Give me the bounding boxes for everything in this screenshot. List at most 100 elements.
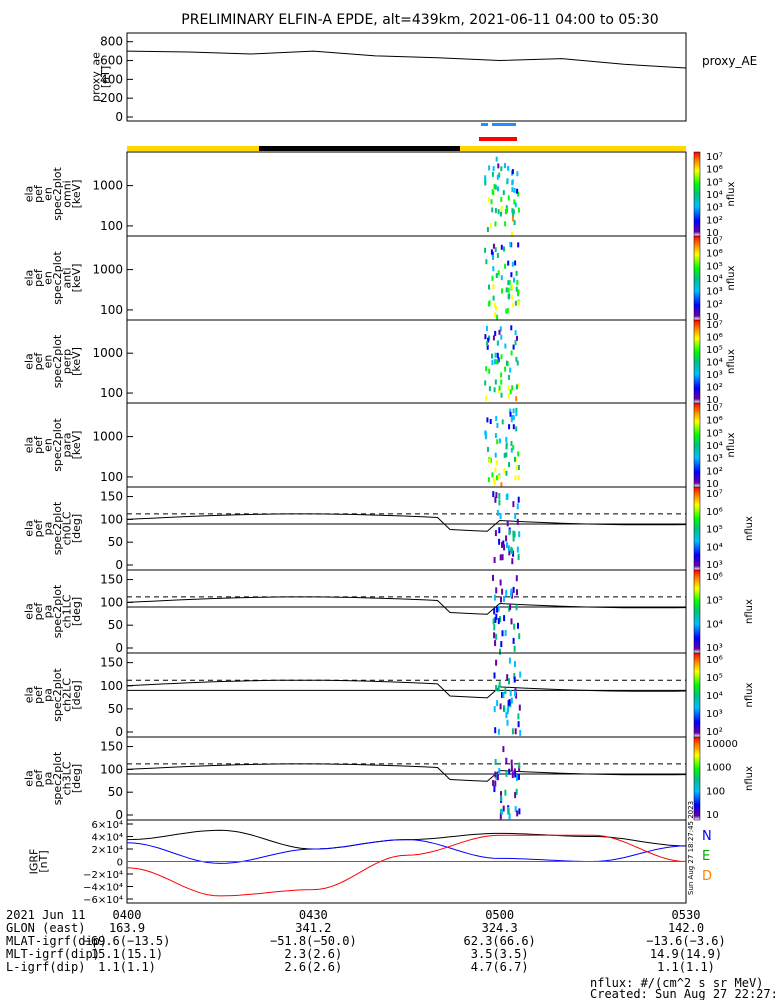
spectrum-cell — [502, 692, 505, 698]
spectrum-cell — [501, 588, 504, 595]
spectrum-cell — [517, 773, 520, 780]
colorbar — [693, 402, 701, 488]
spectrum-cell — [497, 618, 500, 625]
spectrum-cell — [515, 396, 518, 402]
y-tick-label: 100 — [100, 303, 123, 317]
spectrum-cell — [497, 728, 500, 735]
y-tick-label: 150 — [100, 573, 123, 587]
spectrum-cell — [500, 211, 502, 217]
spectrum-cell — [512, 216, 515, 222]
loss-cone-line — [126, 763, 687, 782]
energy-spectrum-cells — [484, 241, 520, 320]
spectrum-cell — [507, 808, 510, 815]
colorbar-tick-label: 10⁶ — [706, 572, 723, 583]
spectrum-cell — [511, 284, 514, 290]
spectrum-cell — [500, 205, 503, 211]
spectrum-cell — [518, 762, 521, 769]
spectrum-cell — [493, 632, 496, 639]
footer-value: 15.1(15.1) — [91, 947, 163, 961]
spectrum-cell — [510, 618, 513, 625]
colorbar-tick-label: 10⁶ — [706, 507, 723, 518]
y-axis-label-line: pef — [32, 352, 45, 371]
y-tick-label: 0 — [115, 808, 123, 822]
spectrum-cell — [493, 387, 496, 393]
spectrum-cell — [495, 684, 498, 691]
spectrum-cell — [505, 287, 508, 293]
spectrum-cell — [512, 415, 515, 421]
spectrum-cell — [517, 554, 520, 561]
spectrum-cell — [509, 367, 512, 373]
spectrum-cell — [494, 184, 497, 190]
colorbar-tick-label: 10000 — [706, 739, 738, 750]
spectrum-cell — [492, 478, 495, 484]
spectrum-cell — [497, 163, 500, 169]
y-tick-label: 100 — [100, 512, 123, 526]
spectrum-cell — [503, 246, 505, 252]
colorbar-tick-label: 10⁵ — [706, 673, 723, 684]
spectrum-cell — [502, 190, 505, 196]
spectrum-cell — [507, 700, 510, 707]
colorbar-label: nflux — [744, 682, 755, 707]
spectrum-cell — [496, 174, 499, 180]
y-axis-label-line: spec2plot — [51, 501, 64, 555]
spectrum-cell — [484, 434, 487, 440]
colorbar-tick-label: 10² — [706, 299, 723, 310]
spectrum-cell — [493, 672, 496, 679]
y-tick-label: 0 — [115, 641, 123, 655]
spectrum-cell — [491, 251, 494, 257]
epd-bar — [479, 137, 517, 141]
y-axis-label-line: ela — [22, 186, 35, 203]
spectrum-cell — [495, 305, 497, 311]
spectrum-cell — [507, 195, 510, 201]
proxy-ae-frame — [126, 32, 687, 122]
y-axis-label-line: ela — [22, 770, 35, 787]
colorbar-tick-label: 10³ — [706, 454, 723, 465]
spectrum-cell — [508, 374, 510, 380]
spectrum-cell — [498, 385, 501, 391]
y-axis-label-line: [deg] — [70, 597, 83, 626]
spectrum-cell — [494, 617, 497, 623]
spectrum-cell — [494, 208, 497, 214]
y-tick-label: 150 — [100, 490, 123, 504]
spectrum-cell — [511, 231, 513, 237]
colorbar-tick-label: 10³ — [706, 203, 723, 214]
spectrum-cell — [499, 813, 502, 820]
footer-row-label: MLAT-igrf(dip) — [6, 934, 107, 948]
y-axis-label-line: ch0LC — [60, 511, 73, 545]
colorbar-tick-label: 10⁵ — [706, 261, 723, 272]
y-axis-label-line: spec2plot — [51, 251, 64, 305]
spectrum-cell — [515, 411, 518, 417]
y-tick-label: 1000 — [92, 179, 123, 193]
footer-value: 2.3(2.6) — [284, 947, 342, 961]
spectrum-cell — [505, 205, 508, 211]
igrf-ylabel: IGRF[nT] — [27, 849, 50, 875]
spectrum-cell — [484, 334, 487, 340]
pitch-panel-frame — [126, 569, 687, 654]
spectrum-cell — [514, 792, 517, 799]
spectrum-cell — [504, 221, 507, 227]
spectrum-cell — [497, 186, 499, 192]
footer-row-label: L-igrf(dip) — [6, 960, 85, 974]
spectrum-cell — [512, 445, 515, 450]
spectrum-cell — [494, 530, 497, 537]
spectrum-cell — [500, 334, 503, 340]
spectrum-cell — [496, 359, 499, 365]
spectrum-cell — [513, 623, 516, 630]
spectrum-cell — [510, 441, 513, 446]
colorbar — [693, 151, 701, 237]
y-axis-label-line: ela — [22, 687, 35, 704]
spectrum-cell — [489, 457, 492, 463]
spectrum-cell — [496, 774, 499, 781]
spectrum-cell — [504, 789, 507, 796]
spectrum-cell — [513, 277, 515, 283]
spectrum-cell — [505, 308, 508, 314]
spectrum-cell — [485, 396, 488, 401]
spectrum-cell — [503, 706, 506, 712]
y-tick-label: 1000 — [92, 430, 123, 444]
y-axis-label-line: [nT] — [99, 66, 112, 88]
spectrum-cell — [508, 678, 510, 685]
footer-row-label: MLT-igrf(dip) — [6, 947, 100, 961]
y-axis-label-line: en — [41, 187, 54, 201]
spectrum-cell — [510, 697, 513, 704]
